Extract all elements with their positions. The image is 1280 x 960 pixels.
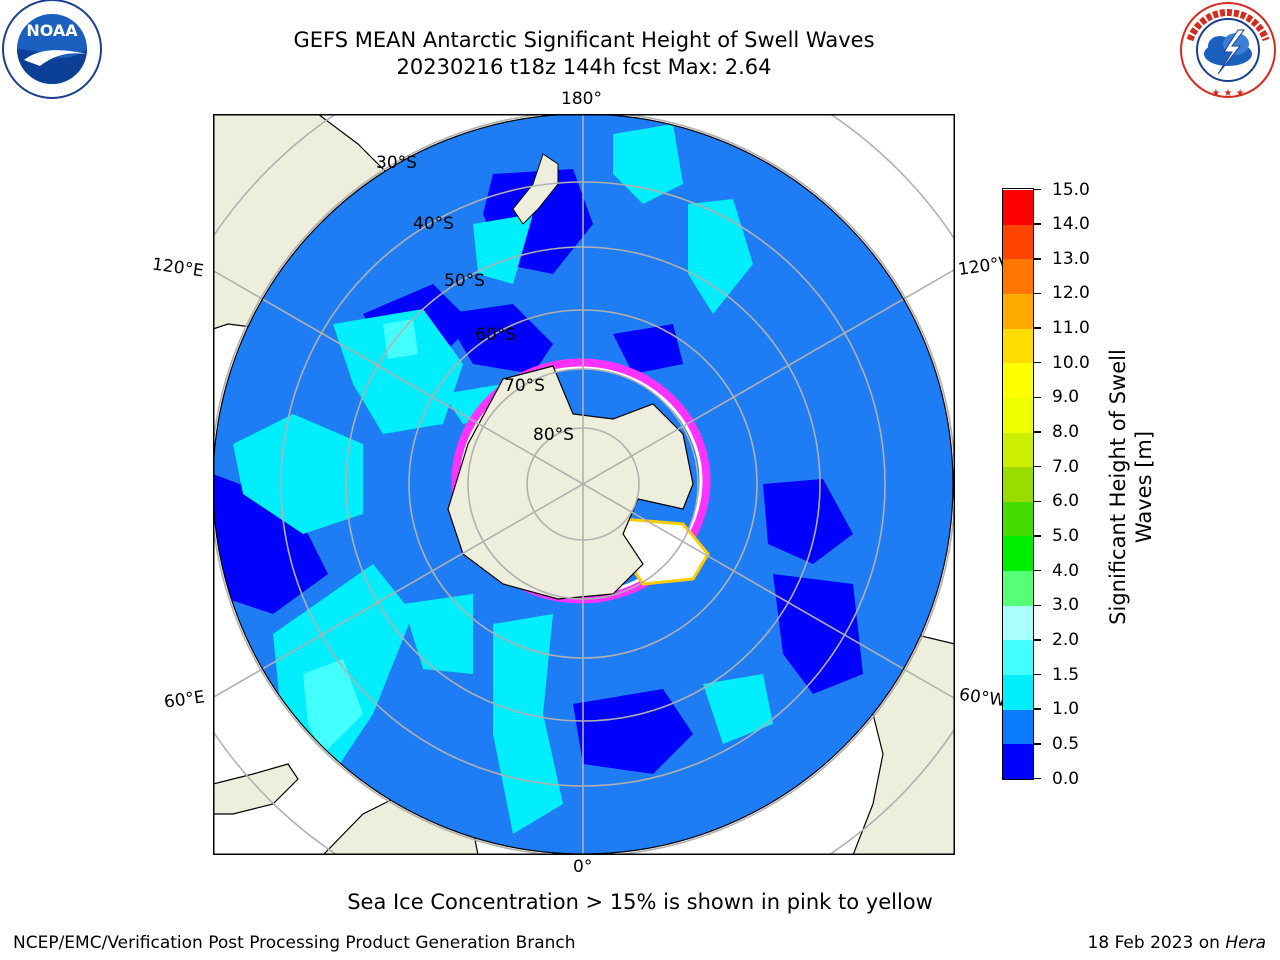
lon-label-60w: 60°W: [958, 685, 1007, 711]
colorbar-segment: [1003, 467, 1033, 502]
colorbar-tick-label: 2.0: [1052, 630, 1079, 650]
chart-title: GEFS MEAN Antarctic Significant Height o…: [0, 27, 1168, 53]
colorbar-tick: [1034, 223, 1041, 225]
lat-label-40s: 40°S: [413, 214, 454, 234]
branch-credit: NCEP/EMC/Verification Post Processing Pr…: [13, 933, 576, 953]
colorbar-tick-label: 5.0: [1052, 526, 1079, 546]
lat-label-70s: 70°S: [504, 376, 545, 396]
colorbar-tick-label: 1.5: [1052, 665, 1079, 685]
run-host: Hera: [1225, 933, 1266, 953]
colorbar-title: Significant Height of Swell Waves [m]: [1105, 337, 1155, 637]
noaa-logo-icon: NOAA: [0, 0, 104, 100]
colorbar-tick: [1034, 501, 1041, 503]
colorbar-tick: [1034, 674, 1041, 676]
lat-label-60s: 60°S: [475, 325, 516, 345]
colorbar: [1002, 188, 1034, 780]
colorbar-tick-label: 3.0: [1052, 595, 1079, 615]
colorbar-tick-label: 14.0: [1052, 214, 1090, 234]
colorbar-segment: [1003, 259, 1033, 294]
sea-ice-note: Sea Ice Concentration > 15% is shown in …: [0, 890, 1280, 914]
colorbar-segment: [1003, 294, 1033, 329]
colorbar-tick: [1034, 639, 1041, 641]
colorbar-tick-label: 11.0: [1052, 318, 1090, 338]
colorbar-tick-label: 7.0: [1052, 457, 1079, 477]
colorbar-tick: [1034, 778, 1041, 780]
svg-text:NOAA: NOAA: [26, 21, 78, 40]
colorbar-title-line1: Significant Height of Swell: [1105, 337, 1131, 637]
colorbar-tick: [1034, 189, 1041, 191]
colorbar-segment: [1003, 605, 1033, 640]
colorbar-tick: [1034, 570, 1041, 572]
lon-label-60e: 60°E: [163, 687, 206, 712]
nws-logo-icon: ★ ★ ★: [1178, 0, 1278, 100]
chart-subtitle: 20230216 t18z 144h fcst Max: 2.64: [0, 54, 1168, 80]
colorbar-tick: [1034, 466, 1041, 468]
colorbar-tick: [1034, 431, 1041, 433]
lat-label-80s: 80°S: [533, 425, 574, 445]
colorbar-tick: [1034, 258, 1041, 260]
colorbar-tick-label: 0.0: [1052, 769, 1079, 789]
colorbar-tick: [1034, 743, 1041, 745]
colorbar-segment: [1003, 501, 1033, 536]
run-date: 18 Feb 2023 on Hera: [1088, 933, 1266, 953]
colorbar-tick: [1034, 362, 1041, 364]
colorbar-tick-label: 13.0: [1052, 249, 1090, 269]
lon-label-120e: 120°E: [151, 254, 205, 281]
colorbar-tick-label: 0.5: [1052, 734, 1079, 754]
colorbar-tick-label: 12.0: [1052, 283, 1090, 303]
colorbar-tick: [1034, 293, 1041, 295]
lat-label-50s: 50°S: [444, 271, 485, 291]
colorbar-title-line2: Waves [m]: [1131, 337, 1157, 637]
svg-text:★ ★ ★: ★ ★ ★: [1211, 88, 1244, 99]
polar-map: [213, 114, 955, 855]
colorbar-tick-label: 15.0: [1052, 180, 1090, 200]
colorbar-tick-label: 4.0: [1052, 561, 1079, 581]
colorbar-tick-label: 6.0: [1052, 491, 1079, 511]
colorbar-tick: [1034, 327, 1041, 329]
colorbar-segment: [1003, 744, 1033, 779]
colorbar-segment: [1003, 398, 1033, 433]
colorbar-tick-label: 8.0: [1052, 422, 1079, 442]
colorbar-tick: [1034, 535, 1041, 537]
colorbar-segment: [1003, 363, 1033, 398]
colorbar-tick: [1034, 397, 1041, 399]
colorbar-segment: [1003, 675, 1033, 710]
run-date-text: 18 Feb 2023 on: [1088, 933, 1226, 953]
colorbar-tick-label: 1.0: [1052, 699, 1079, 719]
colorbar-segment: [1003, 709, 1033, 744]
colorbar-segment: [1003, 432, 1033, 467]
lon-label-0: 0°: [573, 857, 592, 877]
lon-label-180: 180°: [561, 89, 602, 109]
colorbar-tick-label: 9.0: [1052, 387, 1079, 407]
colorbar-segment: [1003, 536, 1033, 571]
colorbar-segment: [1003, 328, 1033, 363]
colorbar-segment: [1003, 190, 1033, 225]
lat-label-30s: 30°S: [376, 153, 417, 173]
colorbar-segment: [1003, 640, 1033, 675]
colorbar-tick: [1034, 708, 1041, 710]
colorbar-segment: [1003, 224, 1033, 259]
colorbar-tick-label: 10.0: [1052, 353, 1090, 373]
colorbar-segment: [1003, 571, 1033, 606]
colorbar-tick: [1034, 605, 1041, 607]
